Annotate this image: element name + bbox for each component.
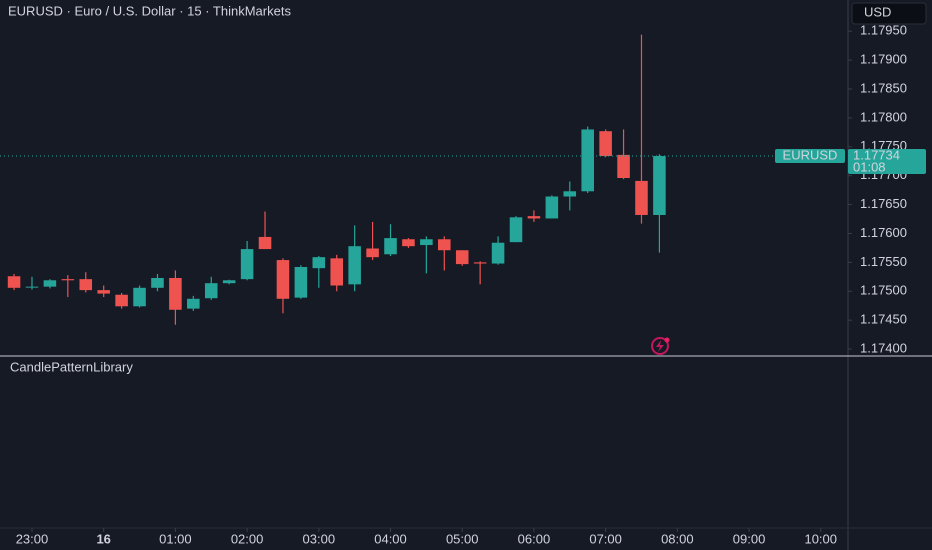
candle-body	[115, 294, 128, 307]
symbol-tag	[775, 149, 845, 164]
x-tick-label: 07:00	[589, 531, 622, 546]
x-tick-label: 06:00	[518, 531, 551, 546]
candle-body	[473, 262, 487, 264]
candle-body	[581, 129, 594, 192]
y-tick-label: 1.17600	[860, 225, 907, 240]
y-tick-label: 1.17950	[860, 23, 907, 38]
symbol-label: EURUSD	[783, 147, 838, 162]
candle-body	[545, 196, 559, 219]
currency-button[interactable]	[851, 2, 927, 25]
candle-body	[348, 246, 361, 285]
candle-body	[222, 280, 236, 284]
lightning-icon[interactable]	[651, 337, 670, 355]
candle-body	[43, 280, 57, 287]
candle-body	[151, 277, 164, 288]
candle-body	[330, 258, 344, 286]
candle-body	[187, 298, 200, 309]
candle-body	[455, 250, 469, 265]
candle-body	[635, 180, 648, 215]
candle-body	[384, 238, 397, 255]
candle-body	[97, 290, 110, 294]
price-tag	[848, 149, 926, 175]
x-tick-label: 23:00	[16, 531, 49, 546]
x-tick-label: 16	[96, 531, 110, 546]
candle-body	[258, 236, 272, 250]
indicator-label: CandlePatternLibrary	[10, 359, 133, 374]
candle-body	[527, 216, 541, 219]
y-tick-label: 1.17550	[860, 254, 907, 269]
x-tick-label: 01:00	[159, 531, 192, 546]
candle-body	[312, 257, 326, 269]
chart-title: EURUSD · Euro / U.S. Dollar · 15 · Think…	[8, 3, 291, 18]
y-tick-label: 1.17800	[860, 109, 907, 124]
candle-body	[61, 279, 75, 281]
y-tick-label: 1.17850	[860, 80, 907, 95]
y-tick-label: 1.17400	[860, 341, 907, 356]
candle-body	[294, 267, 308, 298]
x-tick-label: 03:00	[303, 531, 336, 546]
x-tick-label: 09:00	[733, 531, 766, 546]
y-tick-label: 1.17650	[860, 196, 907, 211]
x-tick-label: 04:00	[374, 531, 407, 546]
candle-body	[420, 239, 433, 246]
last-price-label: 1.17734	[853, 147, 900, 162]
candle-body	[366, 248, 379, 258]
candle-body	[204, 283, 218, 299]
x-tick-label: 05:00	[446, 531, 479, 546]
candle-body	[240, 249, 254, 280]
candle-body	[438, 239, 451, 251]
candle-body	[617, 154, 630, 178]
candle-body	[169, 277, 182, 310]
candle-body	[402, 239, 415, 247]
candle-body	[563, 191, 577, 197]
candle-body	[25, 286, 39, 288]
y-tick-label: 1.17900	[860, 52, 907, 67]
y-tick-label: 1.17500	[860, 283, 907, 298]
currency-label[interactable]: USD	[864, 4, 891, 19]
candle-body	[276, 260, 290, 299]
candle-body	[491, 242, 505, 264]
candle-body	[509, 217, 523, 243]
candle-body	[133, 287, 146, 307]
candle-body	[599, 131, 612, 157]
candle-body	[7, 276, 21, 288]
candle-body	[79, 279, 93, 291]
candle-body	[653, 156, 666, 215]
y-tick-label: 1.17450	[860, 312, 907, 327]
countdown-label: 01:08	[853, 159, 886, 174]
x-tick-label: 08:00	[661, 531, 694, 546]
x-tick-label: 02:00	[231, 531, 264, 546]
x-tick-label: 10:00	[804, 531, 837, 546]
